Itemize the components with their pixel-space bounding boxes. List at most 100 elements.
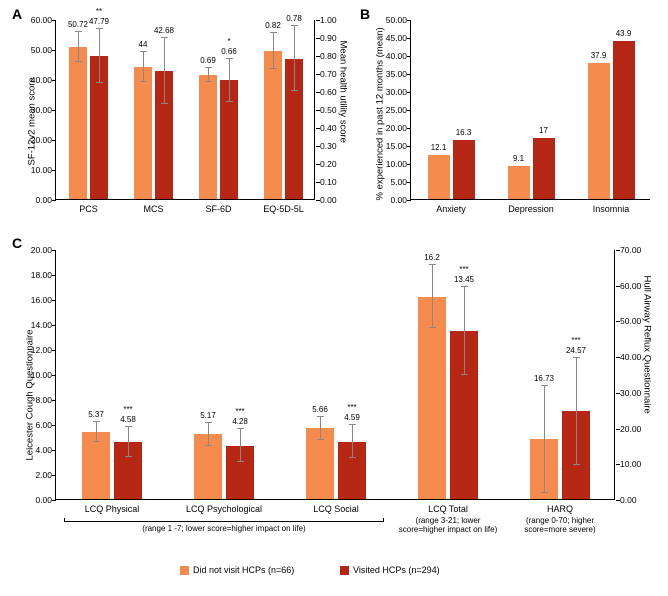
tick-label: 60.00 xyxy=(24,15,52,25)
error-bar xyxy=(576,358,577,465)
error-cap xyxy=(317,439,324,440)
tick-mark xyxy=(616,286,620,287)
error-cap xyxy=(75,31,82,32)
tick-mark xyxy=(52,170,56,171)
tick-mark xyxy=(52,250,56,251)
category-label: EQ-5D-5L xyxy=(251,204,316,214)
chart-a-ylabel-left: SF-12v2 mean score xyxy=(27,46,38,166)
bar xyxy=(533,138,555,199)
tick-mark xyxy=(52,450,56,451)
chart-c-ylabel-right: Hull Airway Reflux Questionnaire xyxy=(642,276,653,466)
tick-mark xyxy=(316,56,320,57)
value-label: 4.58 xyxy=(108,415,148,424)
error-cap xyxy=(205,67,212,68)
error-cap xyxy=(291,25,298,26)
value-label: 37.9 xyxy=(582,51,616,60)
tick-mark xyxy=(52,50,56,51)
error-bar xyxy=(208,68,209,82)
chart-b: 0.005.0010.0015.0020.0025.0030.0035.0040… xyxy=(410,20,650,200)
bar xyxy=(508,166,530,199)
tick-mark xyxy=(407,92,411,93)
error-bar xyxy=(143,52,144,82)
error-bar xyxy=(544,386,545,493)
category-label: Depression xyxy=(491,204,571,214)
tick-mark xyxy=(407,182,411,183)
tick-mark xyxy=(52,350,56,351)
tick-mark xyxy=(616,250,620,251)
tick-mark xyxy=(316,110,320,111)
error-cap xyxy=(541,492,548,493)
error-cap xyxy=(349,457,356,458)
value-label: 43.9 xyxy=(607,29,641,38)
error-cap xyxy=(429,327,436,328)
error-cap xyxy=(96,28,103,29)
error-cap xyxy=(140,51,147,52)
error-cap xyxy=(237,428,244,429)
error-cap xyxy=(573,357,580,358)
bar xyxy=(588,63,610,199)
significance-marker: ** xyxy=(84,7,114,16)
tick-label: 20.00 xyxy=(24,245,52,255)
tick-mark xyxy=(52,475,56,476)
bar xyxy=(134,67,152,199)
significance-marker: *** xyxy=(332,403,372,412)
error-bar xyxy=(432,265,433,328)
category-label: PCS xyxy=(56,204,121,214)
error-bar xyxy=(99,29,100,83)
tick-mark xyxy=(407,128,411,129)
chart-b-ylabel: % experienced in past 12 months (mean) xyxy=(375,11,386,201)
tick-mark xyxy=(52,80,56,81)
significance-marker: *** xyxy=(108,405,148,414)
legend-swatch-1 xyxy=(180,566,189,575)
error-bar xyxy=(464,287,465,375)
significance-marker: *** xyxy=(556,336,596,345)
error-bar xyxy=(229,59,230,102)
error-bar xyxy=(352,425,353,458)
value-label: 9.1 xyxy=(502,154,536,163)
value-label: 13.45 xyxy=(444,275,484,284)
error-cap xyxy=(461,286,468,287)
tick-mark xyxy=(616,357,620,358)
significance-marker: *** xyxy=(220,407,260,416)
tick-label: 10.00 xyxy=(24,165,52,175)
error-bar xyxy=(128,427,129,457)
error-bar xyxy=(273,33,274,69)
error-cap xyxy=(96,82,103,83)
tick-mark xyxy=(616,464,620,465)
tick-mark xyxy=(52,375,56,376)
tick-mark xyxy=(316,164,320,165)
significance-marker: * xyxy=(214,37,244,46)
lcq-total-note: (range 3-21; lower score=higher impact o… xyxy=(392,516,504,534)
tick-mark xyxy=(316,38,320,39)
bar xyxy=(453,140,475,199)
tick-mark xyxy=(52,300,56,301)
chart-c-ylabel-left: Leicester Cough Questionnaire xyxy=(25,281,36,461)
error-bar xyxy=(96,422,97,442)
tick-mark xyxy=(52,140,56,141)
tick-label: 0.00 xyxy=(620,495,648,505)
category-label: MCS xyxy=(121,204,186,214)
value-label: 16.73 xyxy=(524,374,564,383)
significance-marker: *** xyxy=(444,265,484,274)
tick-mark xyxy=(407,146,411,147)
value-label: 44 xyxy=(128,40,158,49)
error-cap xyxy=(125,456,132,457)
harq-note: (range 0-70; higher score=more severe) xyxy=(504,516,616,534)
error-cap xyxy=(226,101,233,102)
tick-mark xyxy=(616,321,620,322)
error-cap xyxy=(270,32,277,33)
bar xyxy=(69,47,87,199)
error-bar xyxy=(294,26,295,91)
tick-mark xyxy=(407,20,411,21)
tick-label: 0.10 xyxy=(320,177,348,187)
category-label: LCQ Social xyxy=(280,504,392,514)
error-bar xyxy=(164,38,165,104)
category-label: LCQ Total xyxy=(392,504,504,514)
chart-a-ylabel-right: Mean health utility score xyxy=(338,41,349,171)
error-cap xyxy=(125,426,132,427)
error-cap xyxy=(93,421,100,422)
category-label: LCQ Physical xyxy=(56,504,168,514)
error-bar xyxy=(78,32,79,62)
tick-mark xyxy=(407,200,411,201)
error-cap xyxy=(317,416,324,417)
